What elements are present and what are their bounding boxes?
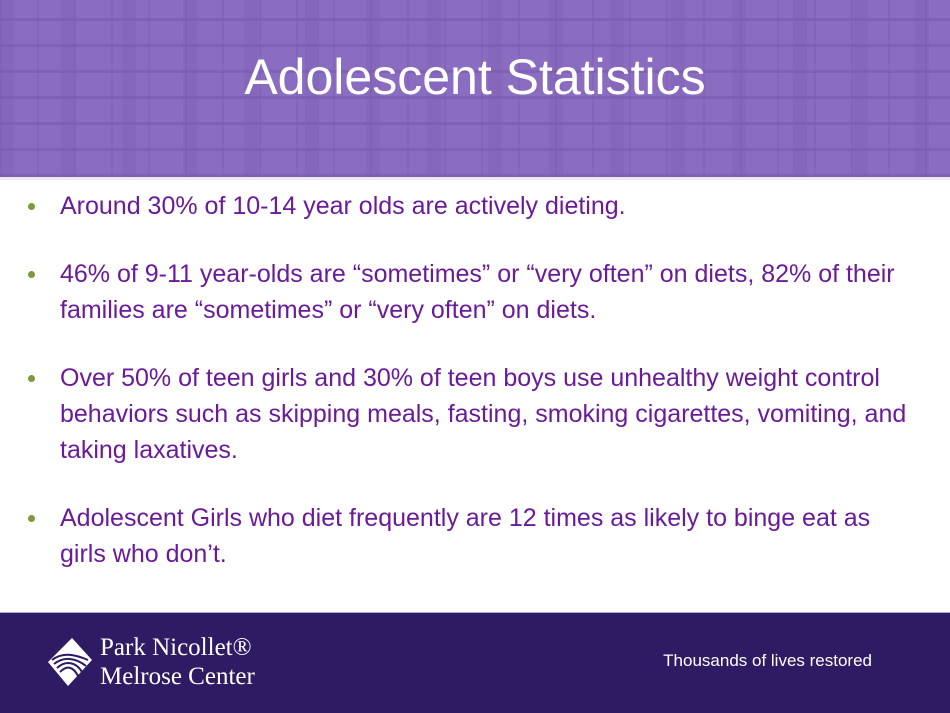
page-title: Adolescent Statistics — [244, 49, 706, 105]
list-item: 46% of 9-11 year-olds are “sometimes” or… — [28, 256, 908, 328]
list-item: Adolescent Girls who diet frequently are… — [28, 500, 908, 572]
bullet-icon — [28, 515, 35, 522]
list-item-text: Over 50% of teen girls and 30% of teen b… — [60, 364, 907, 464]
logo-line-1: Park Nicollet® — [100, 634, 252, 661]
bullet-icon — [28, 375, 35, 382]
list-item-text: 46% of 9-11 year-olds are “sometimes” or… — [60, 260, 895, 324]
list-item-text: Adolescent Girls who diet frequently are… — [60, 504, 871, 568]
diamond-wave-logo-icon — [48, 638, 92, 686]
list-item-text: Around 30% of 10-14 year olds are active… — [60, 192, 626, 220]
park-nicollet-logo: Park Nicollet® Melrose Center — [48, 633, 255, 691]
bullet-list: Around 30% of 10-14 year olds are active… — [28, 188, 908, 604]
bullet-icon — [28, 271, 35, 278]
bullet-icon — [28, 203, 35, 210]
decorative-pattern — [0, 0, 950, 177]
list-item: Around 30% of 10-14 year olds are active… — [28, 188, 908, 224]
tagline: Thousands of lives restored — [663, 651, 872, 670]
title-banner: Adolescent Statistics — [0, 0, 950, 177]
footer: Park Nicollet® Melrose Center Thousands … — [0, 612, 950, 713]
list-item: Over 50% of teen girls and 30% of teen b… — [28, 360, 908, 468]
divider — [0, 177, 950, 180]
logo-line-2: Melrose Center — [100, 663, 255, 690]
